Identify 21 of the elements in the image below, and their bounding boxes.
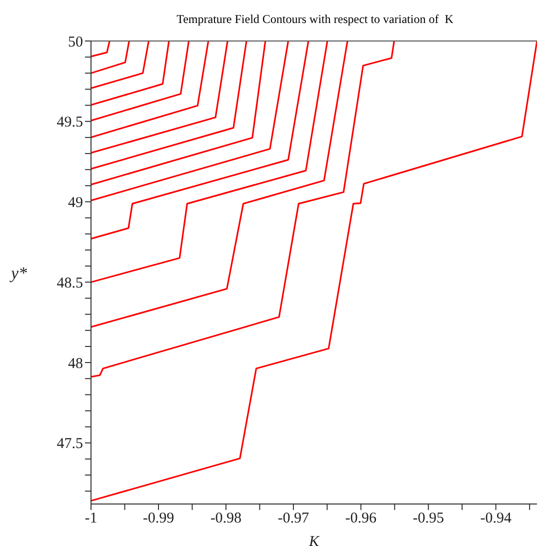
x-tick-label: -1 [84, 510, 98, 527]
x-tick-label: -0.95 [412, 510, 444, 527]
y-tick-label: 49 [68, 195, 83, 212]
line-series [91, 41, 348, 328]
line-series [91, 41, 310, 240]
y-tick-label: 48.5 [56, 275, 83, 292]
x-tick-label: -0.99 [142, 510, 174, 527]
y-tick-label: 49.5 [56, 114, 83, 131]
y-axis-title: y* [9, 264, 28, 283]
y-tick-label: 50 [68, 34, 83, 50]
x-tick-label: -0.96 [345, 510, 378, 527]
y-tick-label: 47.5 [56, 436, 83, 452]
chart-title: Temprature Field Contours with respect to variation of K [176, 12, 454, 27]
x-tick-label: -0.98 [210, 510, 242, 527]
y-tick-label: 48 [68, 356, 83, 372]
x-tick-label: -0.94 [480, 510, 512, 527]
line-series [91, 41, 328, 283]
line-series [91, 41, 537, 502]
x-tick-label: -0.97 [278, 510, 310, 527]
x-axis-title: K [308, 534, 320, 546]
line-series [91, 41, 395, 378]
